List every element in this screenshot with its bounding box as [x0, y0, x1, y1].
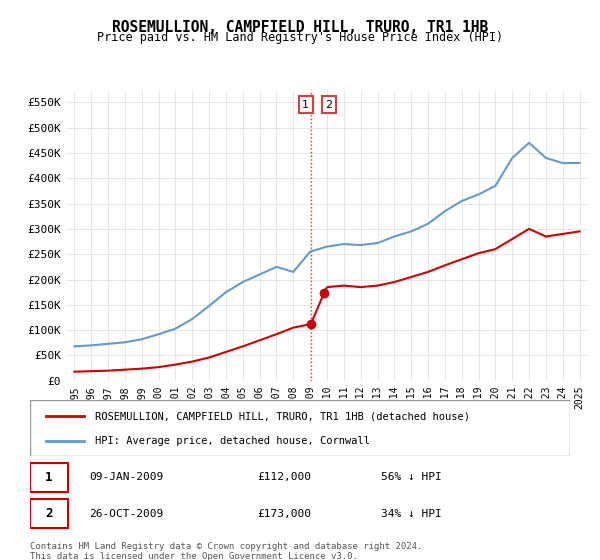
Text: 1: 1	[45, 471, 53, 484]
Text: ROSEMULLION, CAMPFIELD HILL, TRURO, TR1 1HB (detached house): ROSEMULLION, CAMPFIELD HILL, TRURO, TR1 …	[95, 411, 470, 421]
Text: ROSEMULLION, CAMPFIELD HILL, TRURO, TR1 1HB: ROSEMULLION, CAMPFIELD HILL, TRURO, TR1 …	[112, 20, 488, 35]
Text: Price paid vs. HM Land Registry's House Price Index (HPI): Price paid vs. HM Land Registry's House …	[97, 31, 503, 44]
Text: HPI: Average price, detached house, Cornwall: HPI: Average price, detached house, Corn…	[95, 436, 370, 446]
FancyBboxPatch shape	[30, 500, 68, 529]
Text: 2: 2	[45, 507, 53, 520]
Text: 26-OCT-2009: 26-OCT-2009	[89, 509, 164, 519]
Text: 09-JAN-2009: 09-JAN-2009	[89, 473, 164, 482]
Text: £173,000: £173,000	[257, 509, 311, 519]
Text: Contains HM Land Registry data © Crown copyright and database right 2024.
This d: Contains HM Land Registry data © Crown c…	[30, 542, 422, 560]
Text: £112,000: £112,000	[257, 473, 311, 482]
FancyBboxPatch shape	[30, 463, 68, 492]
Text: 56% ↓ HPI: 56% ↓ HPI	[381, 473, 442, 482]
FancyBboxPatch shape	[30, 400, 570, 456]
Text: 1: 1	[302, 100, 309, 110]
Text: 34% ↓ HPI: 34% ↓ HPI	[381, 509, 442, 519]
Text: 2: 2	[325, 100, 332, 110]
